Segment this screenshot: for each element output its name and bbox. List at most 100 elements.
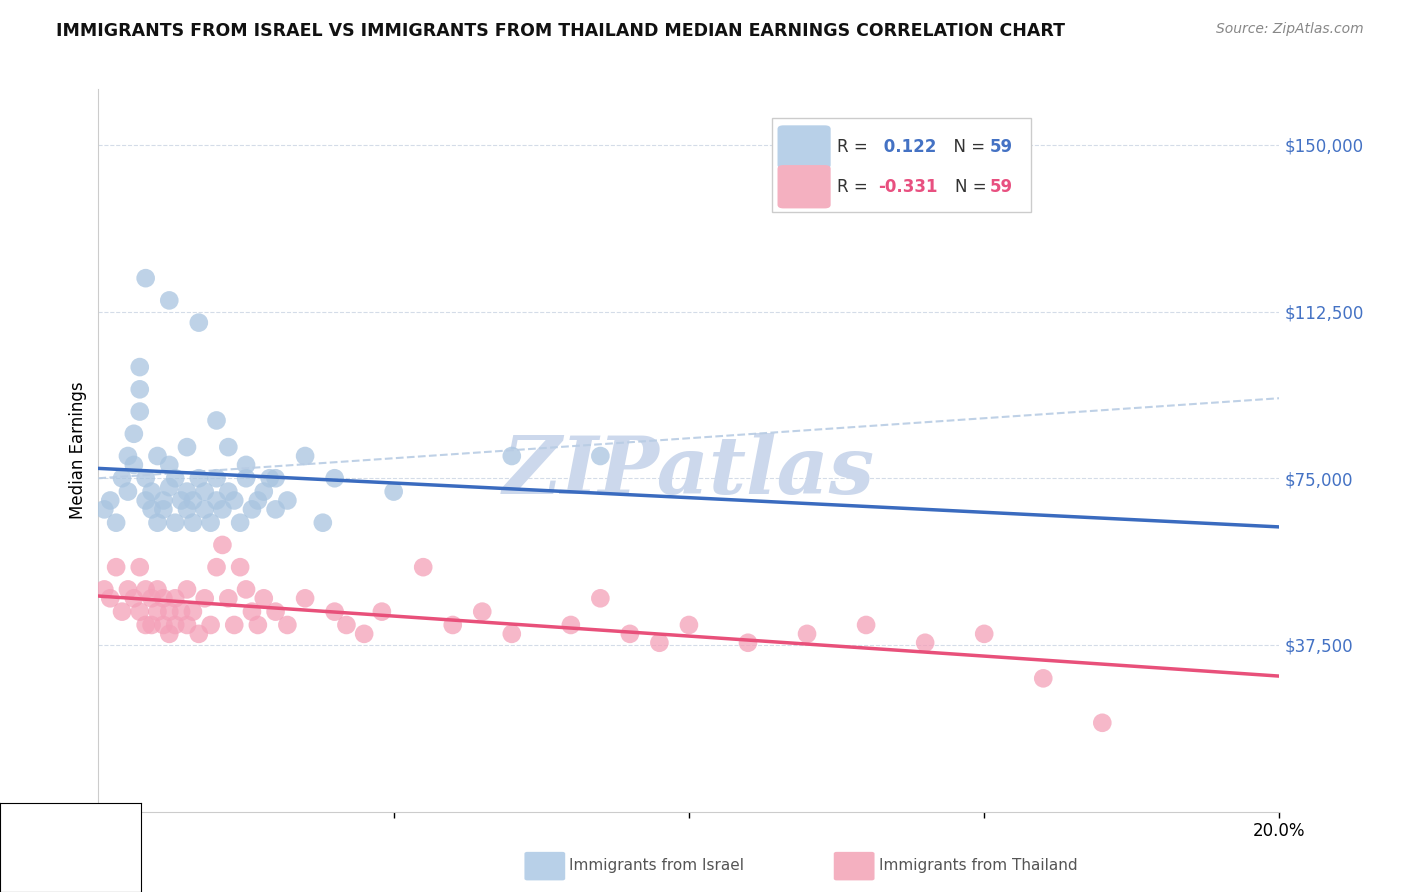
Point [176,440,198,454]
Point [98,591,121,606]
Point [165,618,187,632]
Text: Source: ZipAtlas.com: Source: ZipAtlas.com [1216,22,1364,37]
Point [141,591,163,606]
Point [973,627,995,641]
Point [914,636,936,650]
Point [211,538,233,552]
Point [589,591,612,606]
Point [205,413,228,427]
Point [152,618,174,632]
Point [194,484,217,499]
Point [181,605,204,619]
Point [264,502,287,516]
Point [412,560,434,574]
FancyBboxPatch shape [778,125,831,169]
Point [128,605,150,619]
Point [146,516,169,530]
Point [128,382,150,396]
Point [211,502,233,516]
Point [205,471,228,485]
Point [176,582,198,597]
Point [105,516,128,530]
Point [1032,671,1054,685]
Point [170,493,193,508]
Point [135,471,157,485]
Point [152,493,174,508]
Point [276,618,298,632]
Point [371,605,394,619]
Text: N =: N = [943,138,990,156]
Point [157,458,180,472]
Point [276,493,298,508]
Point [117,582,139,597]
Point [146,605,169,619]
Point [264,471,287,485]
Point [200,516,222,530]
Point [128,360,150,375]
Point [796,627,818,641]
Point [135,493,157,508]
Point [165,591,187,606]
Point [205,560,228,574]
Text: IMMIGRANTS FROM ISRAEL VS IMMIGRANTS FROM THAILAND MEDIAN EARNINGS CORRELATION C: IMMIGRANTS FROM ISRAEL VS IMMIGRANTS FRO… [56,22,1066,40]
Point [187,471,209,485]
Text: R =: R = [837,138,873,156]
Point [294,449,316,463]
Point [152,591,174,606]
Point [93,502,115,516]
Point [181,493,204,508]
Point [229,516,252,530]
Point [678,618,700,632]
Point [737,636,759,650]
Point [122,591,145,606]
Point [194,502,217,516]
Point [141,484,163,499]
Point [323,605,346,619]
Point [176,484,198,499]
Text: Immigrants from Israel: Immigrants from Israel [569,858,744,872]
Point [146,449,169,463]
Point [146,582,169,597]
FancyBboxPatch shape [772,118,1032,212]
Point [122,458,145,472]
Point [648,636,671,650]
Point [187,627,209,641]
Point [224,493,246,508]
Point [264,605,287,619]
Text: N =: N = [955,178,991,195]
Point [441,618,464,632]
Point [240,502,263,516]
Point [141,502,163,516]
Point [501,627,523,641]
Point [135,271,157,285]
Point [181,516,204,530]
Point [224,618,246,632]
Point [235,458,257,472]
Text: 59: 59 [990,138,1014,156]
Text: ZIPatlas: ZIPatlas [503,434,875,511]
Point [122,426,145,441]
Point [93,582,115,597]
Point [855,618,877,632]
Point [589,449,612,463]
Point [229,560,252,574]
Point [253,591,276,606]
Point [135,582,157,597]
Point [312,516,335,530]
Point [205,493,228,508]
Point [471,605,494,619]
Point [135,618,157,632]
Point [117,484,139,499]
Point [501,449,523,463]
Point [259,471,281,485]
Point [128,560,150,574]
Point [105,560,128,574]
Point [294,591,316,606]
Point [560,618,582,632]
Point [235,471,257,485]
Point [194,591,217,606]
Point [165,471,187,485]
Point [1091,715,1114,730]
Text: R =: R = [837,178,873,195]
Point [157,293,180,308]
